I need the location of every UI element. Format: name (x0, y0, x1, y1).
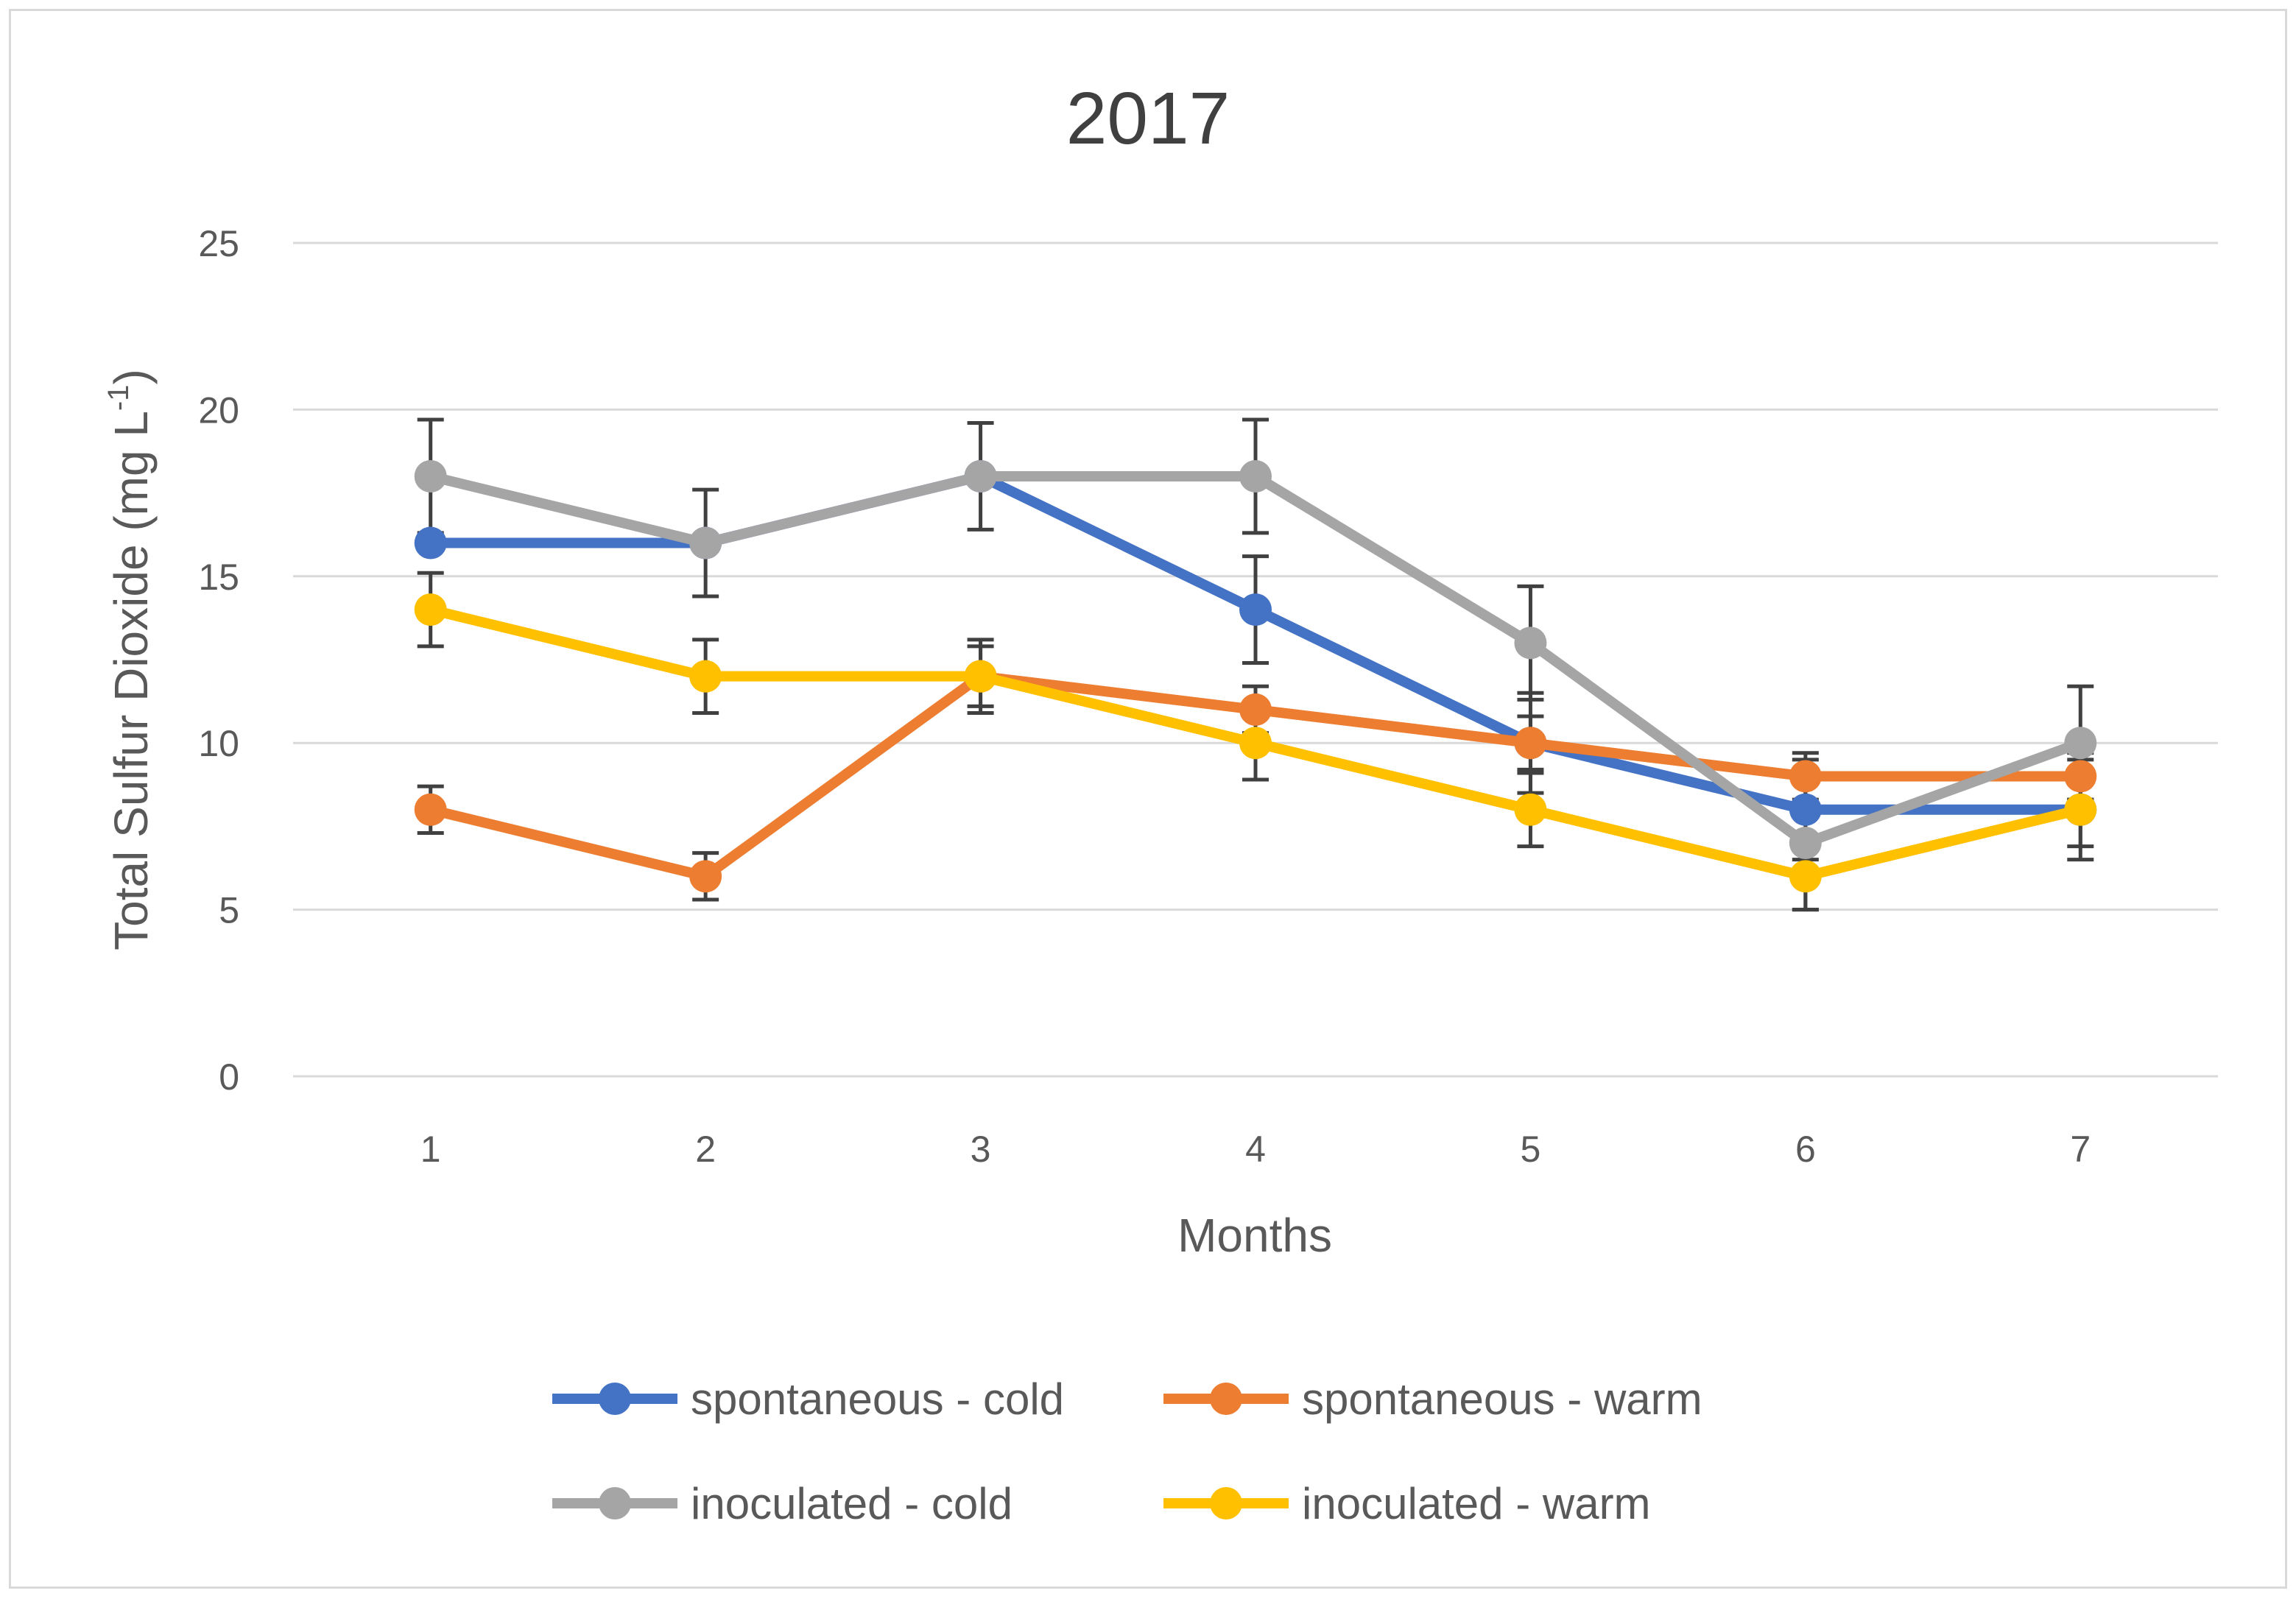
data-point (964, 459, 997, 493)
legend-marker (599, 1487, 631, 1519)
x-tick-label: 5 (1521, 1129, 1541, 1170)
gridlines (293, 241, 2218, 1078)
x-tick-label: 7 (2070, 1129, 2091, 1170)
data-point (1789, 793, 1822, 826)
data-point (689, 526, 722, 560)
data-point (689, 860, 722, 893)
legend-marker (1210, 1383, 1242, 1415)
x-tick-label: 3 (971, 1129, 991, 1170)
legend-label: inoculated - warm (1302, 1479, 1651, 1528)
data-point (1514, 793, 1547, 826)
data-point (1239, 593, 1272, 626)
legend-item: inoculated - warm (1163, 1479, 1651, 1528)
legend-label: spontaneous - cold (691, 1374, 1064, 1424)
legend-label: spontaneous - warm (1302, 1374, 1702, 1424)
data-point (1789, 827, 1822, 860)
x-tick-label: 2 (695, 1129, 716, 1170)
data-point (1514, 727, 1547, 760)
data-point (2064, 727, 2097, 760)
x-axis-tick-labels: 1 2 3 4 5 6 7 (420, 1129, 2091, 1170)
data-point (1514, 626, 1547, 660)
x-tick-label: 4 (1245, 1129, 1266, 1170)
data-point (1789, 860, 1822, 893)
x-tick-label: 1 (420, 1129, 441, 1170)
data-point (1239, 693, 1272, 726)
series-inoculated-cold (414, 459, 2097, 860)
data-point (964, 660, 997, 693)
legend-item: inoculated - cold (552, 1479, 1013, 1528)
y-tick-label: 15 (198, 557, 239, 598)
legend-marker (1210, 1487, 1242, 1519)
data-point (1239, 727, 1272, 760)
data-point (1239, 459, 1272, 493)
chart-title: 2017 (1066, 77, 1230, 160)
y-tick-label: 20 (198, 389, 239, 431)
data-point (414, 526, 447, 560)
legend-item: spontaneous - warm (1163, 1374, 1702, 1424)
data-point (1789, 760, 1822, 793)
y-tick-label: 5 (219, 890, 239, 931)
y-axis-title-close: ) (105, 369, 158, 384)
legend-item: spontaneous - cold (552, 1374, 1064, 1424)
legend-label: inoculated - cold (691, 1479, 1013, 1528)
series-inoculated-warm (414, 593, 2097, 893)
legend: spontaneous - cold spontaneous - warm inoc… (552, 1374, 1702, 1528)
x-tick-label: 6 (1795, 1129, 1816, 1170)
y-axis-title-main: Total Sulfur Dioxide (mg L (105, 411, 158, 950)
data-point (414, 793, 447, 826)
y-tick-label: 25 (198, 223, 239, 264)
x-axis-title: Months (1177, 1209, 1332, 1262)
y-axis-title: Total Sulfur Dioxide (mg L-1) (102, 369, 158, 950)
data-point (2064, 760, 2097, 793)
data-series (414, 459, 2097, 893)
y-axis-tick-labels: 0 5 10 15 20 25 (198, 223, 239, 1098)
data-point (2064, 793, 2097, 826)
y-tick-label: 0 (219, 1056, 239, 1098)
data-point (689, 660, 722, 693)
data-point (414, 459, 447, 493)
y-axis-title-superscript: -1 (102, 384, 135, 411)
data-point (414, 593, 447, 626)
chart-area (9, 9, 2287, 1589)
y-tick-label: 10 (198, 723, 239, 764)
legend-marker (599, 1383, 631, 1415)
